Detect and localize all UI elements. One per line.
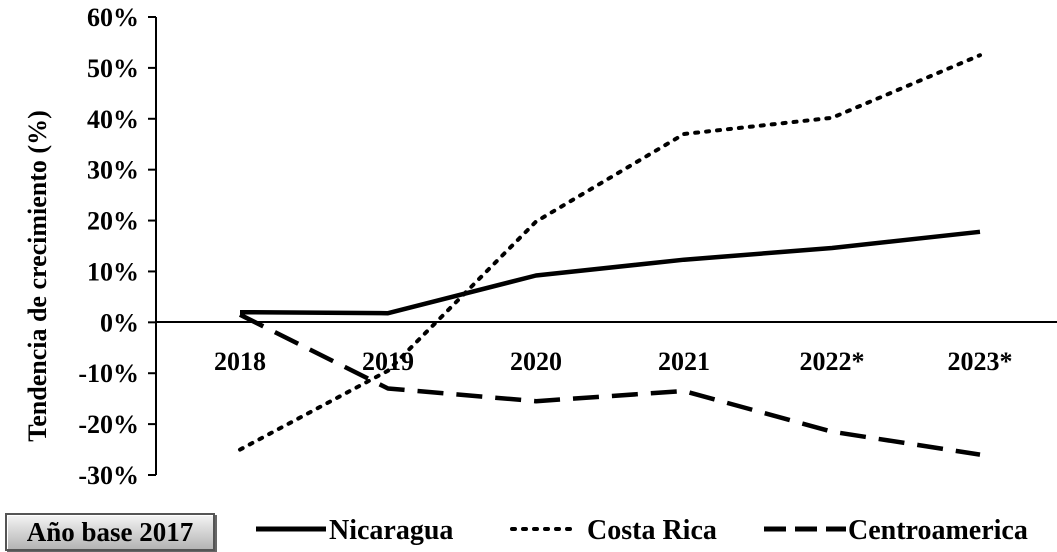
x-tick-label: 2021 [658, 347, 710, 376]
y-tick-label: 60% [87, 3, 139, 32]
y-tick-label: -10% [78, 359, 139, 388]
y-tick-label: -30% [78, 461, 139, 490]
y-tick-label: 20% [87, 207, 139, 236]
y-tick-label: 10% [87, 257, 139, 286]
x-tick-label: 2020 [510, 347, 562, 376]
x-tick-label: 2022* [800, 347, 865, 376]
series-line-nicaragua [239, 229, 981, 316]
y-tick-label: -20% [78, 410, 139, 439]
y-tick-label: 0% [100, 308, 139, 337]
y-ticks: 60% 50% 40% 30% 20% 10% 0% -10% -20% -30% [78, 3, 156, 490]
legend-label-costa-rica: Costa Rica [587, 515, 717, 546]
y-axis-title: Tendencia de crecimiento (%) [23, 110, 52, 441]
y-tick-label: 40% [87, 105, 139, 134]
legend-label-nicaragua: Nicaragua [329, 515, 453, 546]
series-line-centroamerica [238, 312, 981, 457]
legend: Nicaragua Costa Rica Centroamerica [256, 515, 1028, 546]
series-line-costa-rica [238, 53, 982, 452]
x-tick-label: 2018 [214, 347, 266, 376]
x-ticks: 2018 2019 2020 2021 2022* 2023* [214, 347, 1013, 376]
legend-label-centroamerica: Centroamerica [848, 515, 1028, 546]
y-tick-label: 50% [87, 54, 139, 83]
x-tick-label: 2023* [948, 347, 1013, 376]
y-tick-label: 30% [87, 156, 139, 185]
y-axis-title-group: Tendencia de crecimiento (%) [23, 110, 52, 441]
series-lines [238, 53, 982, 457]
base-year-badge: Año base 2017 [5, 513, 215, 551]
